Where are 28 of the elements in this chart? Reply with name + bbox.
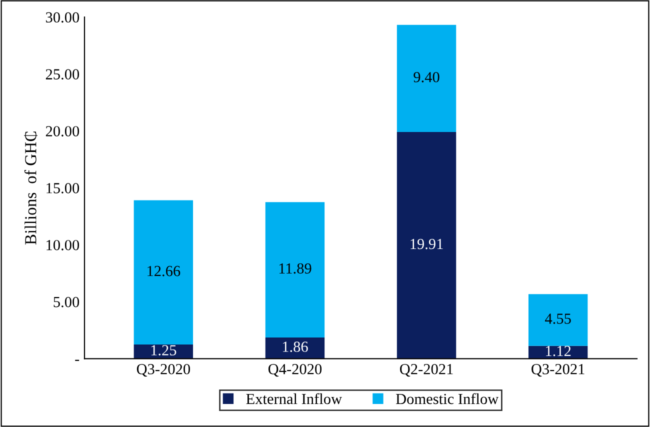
bar — [265, 202, 325, 338]
bar — [265, 338, 325, 359]
bar — [134, 200, 194, 344]
x-tick-label: Q2-2021 — [400, 364, 453, 377]
bar — [528, 294, 588, 346]
y-tick-label: 25.00 — [46, 69, 80, 80]
data-label: 4.55 — [545, 314, 571, 324]
bar — [396, 132, 456, 359]
data-label: 1.86 — [282, 342, 308, 352]
x-tick-label: Q4-2020 — [268, 364, 322, 377]
y-axis-title: Billions of GH₵ — [24, 132, 38, 245]
x-tick-label: Q3-2020 — [136, 364, 190, 377]
y-tick-label: 30.00 — [46, 12, 80, 23]
y-tick-label: - — [75, 360, 80, 361]
y-tick-label: 5.00 — [54, 296, 80, 308]
y-tick-label: 10.00 — [46, 240, 80, 250]
data-label: 1.12 — [546, 346, 571, 356]
legend-label: Domestic Inflow — [396, 393, 499, 404]
data-label: 9.40 — [414, 72, 440, 82]
data-label: 1.25 — [151, 345, 176, 356]
x-tick-label: Q3-2021 — [532, 364, 584, 377]
y-tick-label: 20.00 — [46, 126, 80, 136]
y-tick-label: 15.00 — [46, 183, 80, 194]
data-label: 11.89 — [279, 263, 312, 274]
legend-label: External Inflow — [246, 393, 342, 404]
data-label: 12.66 — [148, 266, 180, 276]
data-label: 19.91 — [410, 238, 443, 250]
bar — [396, 24, 456, 132]
